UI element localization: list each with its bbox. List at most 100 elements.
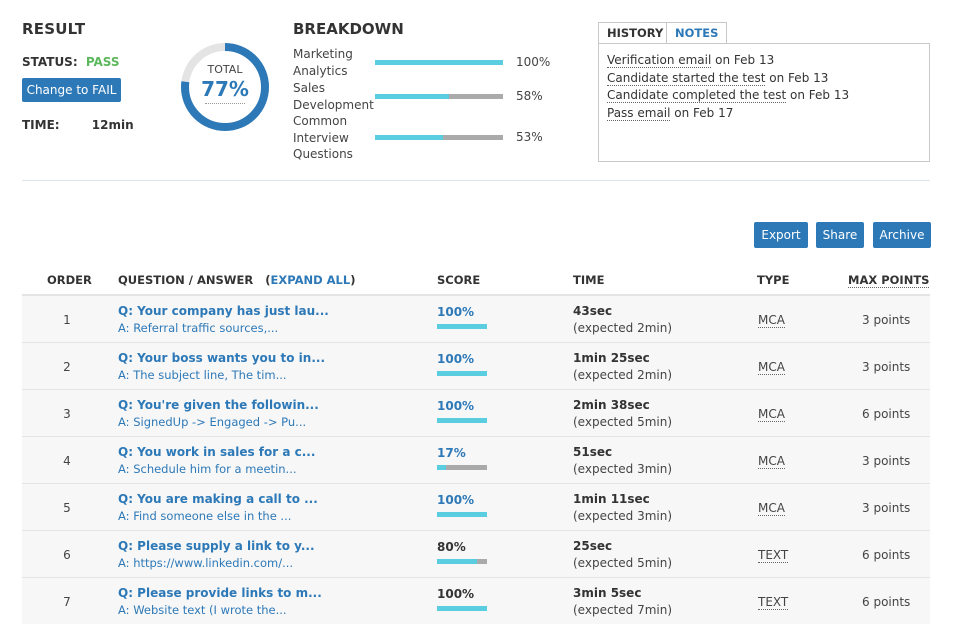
breakdown-percent: 100%: [516, 55, 551, 69]
max-points: 3 points: [862, 501, 911, 515]
total-score-donut: TOTAL 77%: [180, 42, 270, 132]
status-badge: PASS: [85, 55, 120, 69]
question-type[interactable]: MCA: [758, 360, 785, 375]
time-taken: 1min 11sec: [573, 492, 650, 506]
time-taken: 51sec: [573, 445, 613, 459]
score-bar: [437, 512, 487, 517]
answer-text: A: https://www.linkedin.com/...: [118, 556, 294, 570]
archive-button[interactable]: Archive: [873, 222, 931, 248]
question-type[interactable]: MCA: [758, 313, 785, 328]
row-order: 3: [63, 407, 71, 421]
table-row: 7 Q: Please provide links to m... A: Websi…: [22, 578, 930, 624]
row-order: 6: [63, 548, 71, 562]
score-value: 80%: [437, 540, 466, 554]
score-bar-fill: [437, 324, 487, 329]
history-item: Candidate started the test on Feb 13: [607, 70, 921, 88]
time-expected: (expected 5min): [573, 415, 673, 429]
question-type[interactable]: TEXT: [758, 595, 789, 610]
answer-text: A: Referral traffic sources,...: [118, 321, 279, 335]
score-bar-fill: [437, 371, 487, 376]
share-button[interactable]: Share: [816, 222, 864, 248]
table-row: 4 Q: You work in sales for a c... A: Sched…: [22, 437, 930, 484]
score-bar-fill: [437, 606, 487, 611]
change-to-fail-button[interactable]: Change to FAIL: [22, 78, 121, 102]
time-taken: 2min 38sec: [573, 398, 650, 412]
answer-text: A: Schedule him for a meetin...: [118, 462, 297, 476]
score-value: 100%: [437, 352, 475, 366]
question-link[interactable]: Q: You are making a call to ...: [118, 492, 318, 506]
total-underline: [205, 103, 245, 104]
expand-all-link[interactable]: EXPAND ALL: [270, 273, 351, 287]
breakdown-bar: [375, 60, 503, 65]
row-order: 2: [63, 360, 71, 374]
history-link[interactable]: Candidate started the test: [607, 70, 766, 86]
breakdown-bar-fill: [375, 60, 503, 65]
history-item: Verification email on Feb 13: [607, 52, 921, 70]
score-bar: [437, 418, 487, 423]
time-expected: (expected 5min): [573, 556, 673, 570]
column-header-time: TIME: [573, 273, 605, 287]
max-points: 6 points: [862, 595, 911, 609]
question-link[interactable]: Q: You're given the followin...: [118, 398, 319, 412]
column-header-score: SCORE: [437, 273, 481, 287]
donut-arc: [181, 43, 269, 131]
question-type[interactable]: MCA: [758, 454, 785, 469]
max-points: 6 points: [862, 407, 911, 421]
row-order: 4: [63, 454, 71, 468]
score-value: 100%: [437, 587, 475, 601]
question-link[interactable]: Q: Your boss wants you to in...: [118, 351, 326, 365]
history-date: on Feb 13: [765, 70, 829, 85]
history-link[interactable]: Verification email: [607, 53, 712, 68]
table-row: 5 Q: You are making a call to ... A: Find …: [22, 484, 930, 531]
question-type[interactable]: MCA: [758, 407, 785, 422]
score-value: 100%: [437, 399, 475, 413]
score-value: 17%: [437, 446, 466, 460]
question-link[interactable]: Q: You work in sales for a c...: [118, 445, 316, 459]
max-points: 3 points: [862, 313, 911, 327]
question-link[interactable]: Q: Your company has just lau...: [118, 304, 329, 318]
score-bar: [437, 559, 487, 564]
question-type[interactable]: MCA: [758, 501, 785, 516]
row-order: 1: [63, 313, 71, 327]
export-button[interactable]: Export: [754, 222, 808, 248]
table-row: 3 Q: You're given the followin... A: Signe…: [22, 390, 930, 437]
total-value: 77%: [201, 77, 249, 101]
tab-notes[interactable]: NOTES: [666, 22, 728, 44]
header-divider: [22, 294, 930, 296]
question-link[interactable]: Q: Please supply a link to y...: [118, 539, 315, 553]
score-bar: [437, 465, 487, 470]
time-expected: (expected 2min): [573, 321, 673, 335]
history-date: on Feb 13: [711, 53, 775, 67]
question-type[interactable]: TEXT: [758, 548, 789, 563]
breakdown-percent: 53%: [516, 130, 543, 144]
breakdown-bar-fill: [375, 135, 443, 140]
score-bar-fill: [437, 512, 487, 517]
history-item: Candidate completed the test on Feb 13: [607, 87, 921, 105]
donut-chart: [181, 43, 269, 131]
table-row: 2 Q: Your boss wants you to in... A: The s…: [22, 343, 930, 390]
column-header-max-points[interactable]: MAX POINTS: [848, 273, 930, 288]
history-date: on Feb 13: [786, 88, 850, 102]
history-panel: Verification email on Feb 13 Candidate s…: [598, 43, 930, 162]
time-expected: (expected 7min): [573, 603, 673, 617]
score-bar-fill: [437, 559, 477, 564]
breakdown-label: Sales Development: [293, 81, 374, 112]
breakdown-bar-fill: [375, 94, 450, 99]
time-taken: 3min 5sec: [573, 586, 642, 600]
question-header-label: QUESTION / ANSWER: [118, 273, 254, 287]
question-link[interactable]: Q: Please provide links to m...: [118, 586, 322, 600]
max-points: 3 points: [862, 454, 911, 468]
tab-history[interactable]: HISTORY: [598, 22, 673, 44]
expand-open-paren: (: [265, 273, 271, 287]
breakdown-bar: [375, 135, 503, 140]
time-taken: 25sec: [573, 539, 613, 553]
section-divider: [22, 180, 930, 181]
time-row: TIME: 12min: [22, 118, 134, 132]
history-link[interactable]: Candidate completed the test: [607, 88, 787, 103]
score-value: 100%: [437, 493, 475, 507]
history-link[interactable]: Pass email: [607, 105, 671, 121]
score-bar-fill: [437, 465, 446, 470]
time-taken: 1min 25sec: [573, 351, 650, 365]
answer-text: A: Website text (I wrote the...: [118, 603, 287, 617]
answer-text: A: SignedUp -> Engaged -> Pu...: [118, 415, 307, 429]
